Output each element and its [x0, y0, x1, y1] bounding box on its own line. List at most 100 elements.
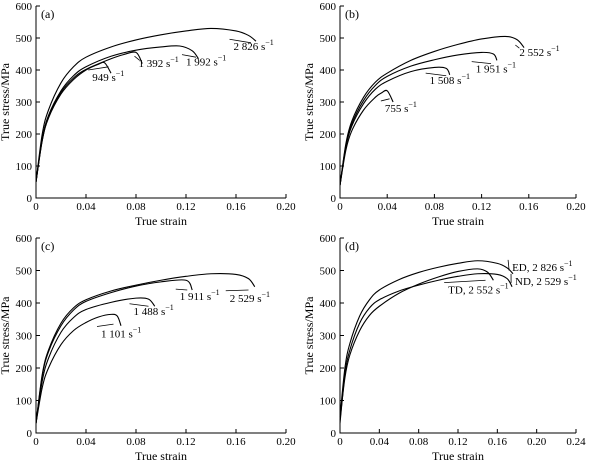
x-tick-label: 0 — [337, 201, 343, 213]
y-tick-label: 0 — [331, 428, 337, 440]
series-annotation-text: 2 826 s — [234, 41, 266, 53]
series-line — [35, 51, 143, 183]
y-tick-label: 100 — [320, 396, 337, 408]
series-annotation-exponent: −1 — [568, 273, 577, 282]
series-annotation-text: ND, 2 529 s — [515, 276, 568, 288]
series-annotation-text: 2 529 s — [230, 293, 262, 305]
y-tick-label: 200 — [16, 129, 33, 141]
y-tick-label: 200 — [16, 363, 33, 375]
y-axis-title: True stress/MPa — [302, 62, 316, 141]
y-tick-label: 600 — [320, 1, 337, 13]
panel-label: (d) — [345, 239, 359, 253]
y-tick-label: 0 — [27, 193, 33, 205]
series-annotation: TD, 2 552 s−1 — [448, 282, 508, 297]
y-tick-label: 400 — [320, 65, 337, 77]
y-tick-label: 300 — [16, 97, 33, 109]
series-annotation: 2 552 s−1 — [519, 44, 559, 59]
series-annotation-text: 1 911 s — [180, 291, 211, 303]
series-annotation: 949 s−1 — [92, 69, 124, 84]
annotation-leader — [134, 55, 140, 61]
series-annotation: 2 826 s−1 — [234, 38, 274, 53]
series-annotation: ND, 2 529 s−1 — [515, 273, 577, 288]
series-annotation: 1 101 s−1 — [101, 326, 141, 341]
series-line — [339, 268, 494, 421]
annotation-leader — [96, 323, 114, 327]
annotation-leader — [471, 61, 492, 64]
annotation-leader — [425, 72, 447, 77]
series-annotation: 755 s−1 — [385, 100, 417, 115]
series-annotation: 1 992 s−1 — [186, 54, 226, 69]
chart-panel-3: 0 0.04 0.08 0.12 0.16 0.20 0 100 200 300 400 500 600… — [0, 233, 296, 460]
x-tick-label: 0.16 — [226, 201, 246, 213]
y-tick-label: 500 — [16, 33, 33, 45]
y-tick-label: 500 — [320, 33, 337, 45]
y-tick-label: 100 — [320, 161, 337, 173]
x-tick-label: 0.12 — [472, 201, 491, 213]
y-tick-label: 100 — [16, 396, 33, 408]
series-annotation-exponent: −1 — [170, 55, 179, 64]
series-annotation-text: 1 951 s — [476, 64, 508, 76]
series-annotation-text: 1 392 s — [139, 58, 171, 70]
x-tick-label: 0.16 — [488, 436, 508, 448]
series-line — [35, 313, 122, 424]
x-tick-label: 0.04 — [378, 201, 398, 213]
series-annotation-exponent: −1 — [218, 54, 227, 63]
y-tick-label: 400 — [16, 65, 33, 77]
series-annotation-exponent: −1 — [551, 44, 560, 53]
x-tick-label: 0.04 — [76, 201, 96, 213]
series-line — [339, 273, 513, 424]
series-annotation-text: 755 s — [385, 103, 409, 115]
x-tick-label: 0.16 — [226, 436, 246, 448]
series-annotation-exponent: −1 — [262, 290, 271, 299]
series-annotation: 1 911 s−1 — [180, 288, 220, 303]
y-tick-label: 400 — [16, 298, 33, 310]
annotation-leader — [380, 98, 390, 102]
series-annotation-exponent: −1 — [507, 61, 516, 70]
x-tick-label: 0.12 — [448, 436, 467, 448]
y-tick-label: 500 — [320, 266, 337, 278]
chart-panel-4: 0 0.04 0.08 0.12 0.16 0.20 0.24 0 100 200 300 400 50… — [302, 233, 586, 460]
x-axis-title: True strain — [135, 449, 187, 460]
y-tick-label: 200 — [320, 363, 337, 375]
x-axis-title: True strain — [135, 214, 187, 228]
series-annotation-exponent: −1 — [461, 72, 470, 81]
x-tick-label: 0.20 — [527, 436, 547, 448]
series-annotation-text: 1 992 s — [186, 57, 218, 69]
axis-frame — [35, 238, 286, 434]
series-annotation: ED, 2 826 s−1 — [512, 259, 572, 274]
series-annotation-exponent: −1 — [564, 259, 573, 268]
series-annotation-exponent: −1 — [165, 303, 174, 312]
series-annotation-text: 1 488 s — [134, 306, 166, 318]
series-annotation-exponent: −1 — [408, 100, 417, 109]
series-annotation: 2 529 s−1 — [230, 290, 270, 305]
x-tick-label: 0 — [337, 436, 343, 448]
series-annotation: 1 392 s−1 — [139, 55, 179, 70]
x-tick-label: 0.12 — [176, 436, 195, 448]
y-tick-label: 500 — [16, 266, 33, 278]
series-annotation: 1 508 s−1 — [430, 72, 470, 87]
y-tick-label: 200 — [320, 129, 337, 141]
x-tick-label: 0.08 — [126, 436, 146, 448]
panel-label: (b) — [345, 7, 359, 21]
series-annotation-exponent: −1 — [211, 288, 220, 297]
annotation-leader — [181, 54, 197, 58]
series-line — [35, 45, 199, 183]
x-axis-title: True strain — [432, 449, 484, 460]
series-annotation-text: 1 101 s — [101, 329, 133, 341]
x-axis-title: True strain — [432, 214, 484, 228]
annotation-leader — [88, 66, 109, 71]
x-tick-label: 0.04 — [370, 436, 390, 448]
annotation-leader — [129, 303, 149, 307]
annotation-leader — [444, 279, 486, 284]
panel-label: (a) — [41, 7, 54, 21]
series-annotation-exponent: −1 — [265, 38, 274, 47]
series-annotation-text: 1 508 s — [430, 75, 462, 87]
series-line — [339, 260, 514, 417]
series-annotation: 1 488 s−1 — [134, 303, 174, 318]
annotation-leader — [225, 289, 249, 292]
y-tick-label: 600 — [16, 233, 33, 245]
series-line — [339, 51, 498, 186]
series-line — [339, 89, 394, 186]
y-tick-label: 300 — [320, 97, 337, 109]
